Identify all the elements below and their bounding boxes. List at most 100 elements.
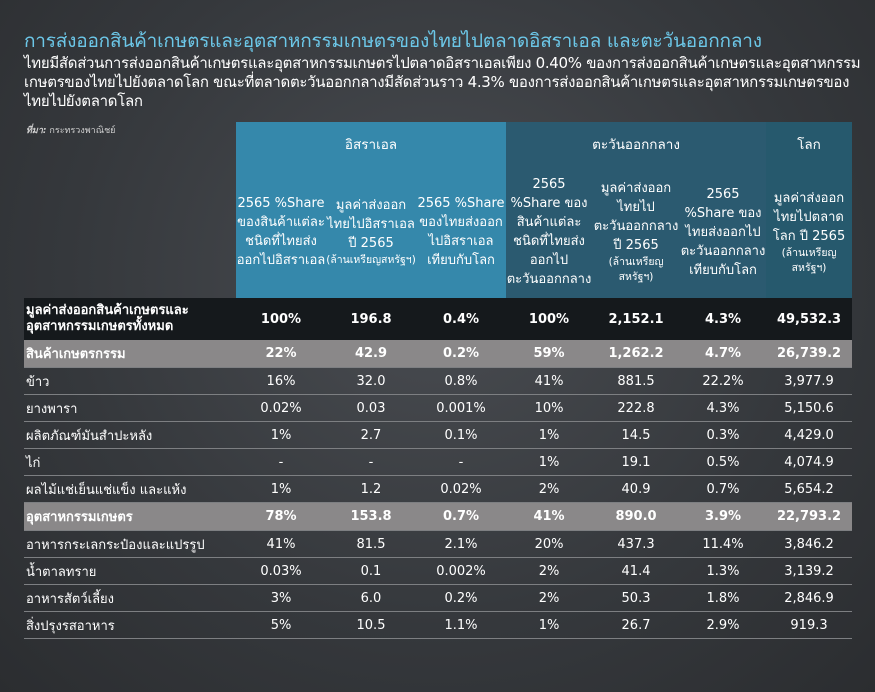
table-cell: 78%: [236, 502, 326, 531]
row-label: ยางพารา: [24, 394, 236, 422]
table-cell: 5%: [236, 611, 326, 639]
col-me-value-label: มูลค่าส่งออกไทยไปตะวันออกกลาง ปี 2565: [593, 181, 679, 253]
table-cell: -: [236, 448, 326, 476]
table-cell: 0.02%: [416, 475, 507, 503]
table-row: ผลไม้แช่เย็นแช่แข็ง และแห้ง 1% 1.2 0.02% 2% 4…: [24, 475, 853, 503]
source-text: กระทรวงพาณิชย์: [49, 126, 116, 136]
table-cell: 1%: [236, 421, 326, 449]
table-row: น้ำตาลทราย 0.03% 0.1 0.002% 2% 41.4 1.3% 3,139.…: [24, 557, 853, 585]
group-world: โลก: [766, 122, 853, 166]
table-cell: 0.03: [326, 394, 416, 422]
table-cell: 3,846.2: [766, 530, 853, 558]
table-cell: 1%: [506, 611, 593, 639]
table-cell: -: [326, 448, 416, 476]
table-cell: 4.3%: [680, 298, 767, 340]
table-cell: 41%: [506, 502, 593, 531]
table-row: มูลค่าส่งออกสินค้าเกษตรและอุตสาหกรรมเกษต…: [24, 298, 853, 340]
table-cell: 1.2: [326, 475, 416, 503]
row-label: มูลค่าส่งออกสินค้าเกษตรและอุตสาหกรรมเกษต…: [24, 298, 236, 340]
row-label: ผลไม้แช่เย็นแช่แข็ง และแห้ง: [24, 475, 236, 503]
table-cell: 26.7: [592, 611, 681, 639]
table-row: ไก่ - - -1% 19.1 0.5% 4,074.9: [24, 448, 853, 476]
table-row: อาหารสัตว์เลี้ยง 3% 6.0 0.2% 2% 50.3 1.8% 2,846…: [24, 584, 853, 612]
row-label: ผลิตภัณฑ์มันสำปะหลัง: [24, 421, 236, 449]
table-cell: 1,262.2: [592, 340, 681, 368]
table-cell: 153.8: [326, 502, 416, 531]
table-cell: 50.3: [592, 584, 681, 612]
table-cell: 1.3%: [680, 557, 767, 585]
table-cell: 26,739.2: [766, 340, 853, 368]
export-table: อิสราเอล ตะวันออกกลาง โลก 2565 %Share ขอ…: [24, 122, 853, 639]
header-blank-2: [24, 166, 236, 298]
row-label: สินค้าเกษตรกรรม: [24, 340, 236, 368]
table-cell: 10.5: [326, 611, 416, 639]
row-label: ข้าว: [24, 367, 236, 395]
table-cell: 2,152.1: [592, 298, 681, 340]
table-cell: 4,074.9: [766, 448, 853, 476]
col-me-share-world: 2565 %Share ของไทยส่งออกไปตะวันออกกลางเท…: [680, 166, 767, 298]
table-cell: 0.1: [326, 557, 416, 585]
table-cell: 4.7%: [680, 340, 767, 368]
table-cell: 0.002%: [416, 557, 507, 585]
table-row: อุตสาหกรรมเกษตร 78% 153.8 0.7% 41% 890.0 3.9% 2…: [24, 502, 853, 531]
table-cell: 100%: [506, 298, 593, 340]
table-cell: 1.1%: [416, 611, 507, 639]
row-label: ไก่: [24, 448, 236, 476]
table-cell: 22,793.2: [766, 502, 853, 531]
header-blank: [24, 122, 236, 166]
table-cell: 2.9%: [680, 611, 767, 639]
table-row: สินค้าเกษตรกรรม 22% 42.9 0.2% 59% 1,262.2 4.7%…: [24, 340, 853, 368]
table-cell: 16%: [236, 367, 326, 395]
table-cell: 0.8%: [416, 367, 507, 395]
table-cell: 1.8%: [680, 584, 767, 612]
table-cell: 0.1%: [416, 421, 507, 449]
table-row: ผลิตภัณฑ์มันสำปะหลัง 1% 2.7 0.1% 1% 14.5 0.3% 4…: [24, 421, 853, 449]
table-cell: -: [416, 448, 507, 476]
table-cell: 1%: [236, 475, 326, 503]
table-row: ยางพารา 0.02% 0.03 0.001% 10% 222.8 4.3% 5,150.…: [24, 394, 853, 422]
table-cell: 196.8: [326, 298, 416, 340]
table-cell: 81.5: [326, 530, 416, 558]
table-cell: 222.8: [592, 394, 681, 422]
table-cell: 0.3%: [680, 421, 767, 449]
table-cell: 2%: [506, 475, 593, 503]
table-cell: 3,139.2: [766, 557, 853, 585]
table-cell: 14.5: [592, 421, 681, 449]
row-label: อุตสาหกรรมเกษตร: [24, 502, 236, 531]
table-cell: 890.0: [592, 502, 681, 531]
table-cell: 881.5: [592, 367, 681, 395]
table-cell: 49,532.3: [766, 298, 853, 340]
table-cell: 0.7%: [416, 502, 507, 531]
page-subtitle: ไทยมีสัดส่วนการส่งออกสินค้าเกษตรและอุตสา…: [24, 54, 861, 110]
table-cell: 0.7%: [680, 475, 767, 503]
source-note: ที่มา: กระทรวงพาณิชย์: [26, 123, 115, 137]
table-cell: 3.9%: [680, 502, 767, 531]
group-middle-east: ตะวันออกกลาง: [506, 122, 767, 166]
table-cell: 6.0: [326, 584, 416, 612]
row-label: อาหารกระเลกระป๋องและแปรรูป: [24, 530, 236, 558]
table-cell: 4,429.0: [766, 421, 853, 449]
table-cell: 41%: [236, 530, 326, 558]
col-me-value: มูลค่าส่งออกไทยไปตะวันออกกลาง ปี 2565 (ล้…: [592, 166, 681, 298]
table-cell: 22.2%: [680, 367, 767, 395]
table-cell: 4.3%: [680, 394, 767, 422]
table-cell: 2%: [506, 584, 593, 612]
table-cell: 2,846.9: [766, 584, 853, 612]
col-israel-value-label: มูลค่าส่งออกไทยไปอิสราเอล ปี 2565: [327, 198, 415, 251]
table-cell: 11.4%: [680, 530, 767, 558]
table-cell: 437.3: [592, 530, 681, 558]
table-cell: 100%: [236, 298, 326, 340]
table-cell: 40.9: [592, 475, 681, 503]
table-cell: 1%: [506, 448, 593, 476]
row-label: สิ่งปรุงรสอาหาร: [24, 611, 236, 639]
table-cell: 0.2%: [416, 340, 507, 368]
table-cell: 5,150.6: [766, 394, 853, 422]
table-cell: 41.4: [592, 557, 681, 585]
table-cell: 42.9: [326, 340, 416, 368]
table-cell: 0.2%: [416, 584, 507, 612]
col-me-share-product: 2565 %Share ของสินค้าแต่ละชนิดที่ไทยส่งอ…: [506, 166, 593, 298]
table-cell: 3%: [236, 584, 326, 612]
table-cell: 1%: [506, 421, 593, 449]
table-cell: 0.03%: [236, 557, 326, 585]
row-label: อาหารสัตว์เลี้ยง: [24, 584, 236, 612]
